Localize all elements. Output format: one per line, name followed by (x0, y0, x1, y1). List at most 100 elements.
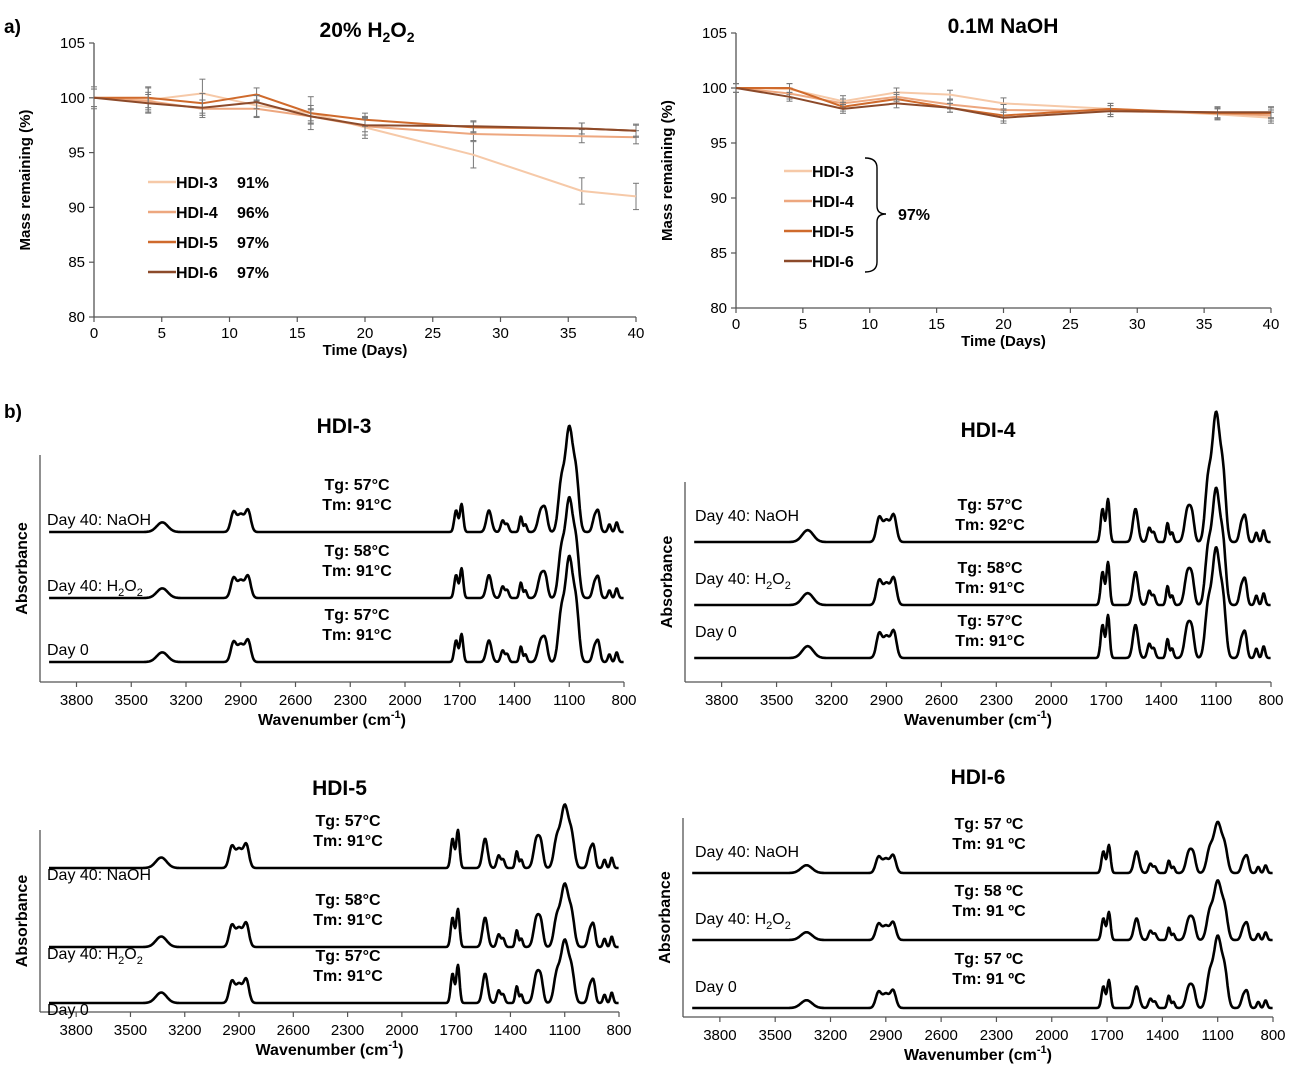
y-tick-label: 90 (710, 190, 727, 207)
trace-label: Day 0 (47, 1002, 89, 1019)
legend-label: HDI-4 (812, 194, 854, 211)
chart-title: 0.1M NaOH (948, 15, 1059, 38)
trace-label: Day 0 (695, 979, 737, 996)
x-tick-label: 1100 (1202, 1027, 1234, 1044)
y-tick-label: 85 (68, 254, 85, 271)
legend-label: HDI-3 (176, 175, 218, 192)
tg-annotation: Tg: 58°C (324, 543, 390, 560)
spectrum-line (691, 879, 1274, 942)
legend: HDI-3 HDI-4 HDI-5 HDI-6 97% (784, 157, 930, 273)
series-HDI-6 (733, 83, 1274, 124)
spectrum-trace: Day 0 Tg: 57°C Tm: 91°C (693, 546, 1272, 660)
x-tick-label: 10 (861, 316, 878, 333)
x-tick-label: 2600 (924, 1027, 957, 1044)
x-tick-label: 35 (560, 325, 577, 342)
chart-title: HDI-6 (951, 766, 1006, 789)
x-tick-label: 3800 (60, 692, 93, 709)
tg-annotation: Tg: 57°C (957, 497, 1023, 514)
trace-label: Day 40: H2O2 (47, 578, 143, 599)
spectrum-line (48, 424, 625, 534)
x-tick-label: 3500 (760, 692, 793, 709)
trace-label-subscript: 2 (766, 920, 772, 932)
trace-label-part: Day 40: H (47, 578, 118, 595)
tg-annotation: Tg: 57°C (957, 613, 1023, 630)
x-tick-label: 800 (1260, 1027, 1285, 1044)
x-tick-label: 5 (158, 325, 166, 342)
trace-label-part: Day 40: H (47, 946, 118, 963)
x-tick-label: 1100 (549, 1022, 581, 1039)
trace-label-subscript: 2 (118, 587, 124, 599)
y-axis-title: Absorbance (14, 875, 31, 968)
tm-annotation: Tm: 91 ºC (952, 903, 1026, 920)
ftir-chart-ftir-hdi-5: HDI-5 Absorbance 3800 3500 3200 2900 2600 2300 2… (14, 777, 632, 1059)
series-HDI-6 (91, 88, 639, 137)
chart-title: 20% H2O2 (320, 19, 415, 45)
spectrum-line (48, 938, 620, 1005)
tg-annotation: Tg: 57°C (315, 813, 381, 830)
title-subscript: 2 (383, 29, 391, 45)
x-tick-label: 30 (492, 325, 509, 342)
spectrum-line (693, 486, 1272, 607)
legend-label: HDI-6 (812, 254, 854, 271)
x-tick-label: 3200 (168, 1022, 201, 1039)
x-tick-label: 20 (995, 316, 1012, 333)
series-line (93, 96, 637, 132)
x-tick-label: 0 (90, 325, 98, 342)
x-tick-label: 5 (799, 316, 807, 333)
x-tick-label: 1100 (553, 692, 585, 709)
trace-label-part: Day 40: NaOH (47, 512, 151, 529)
x-axis-title: Wavenumber (cm-1) (256, 1039, 404, 1059)
trace-label: Day 40: NaOH (695, 508, 799, 525)
spectrum-trace: Day 40: NaOH Tg: 57°C Tm: 91°C (47, 803, 620, 884)
x-axis-title: Time (Days) (323, 342, 408, 359)
x-tick-label: 1700 (443, 692, 476, 709)
trace-label-part: O (124, 946, 136, 963)
spectrum-trace: Day 0 Tg: 57°C Tm: 91°C (47, 554, 625, 664)
x-axis-title-part: ) (1047, 712, 1052, 729)
legend-final-value: 96% (237, 205, 269, 222)
x-tick-label: 3200 (815, 692, 848, 709)
chart-title: HDI-4 (961, 419, 1016, 442)
x-tick-label: 3200 (814, 1027, 847, 1044)
spectrum-line (48, 495, 625, 600)
trace-label-part: Day 40: NaOH (695, 508, 799, 525)
y-tick-label: 100 (60, 90, 85, 107)
x-tick-label: 1400 (1144, 692, 1177, 709)
title-subscript: 2 (407, 29, 415, 45)
tm-annotation: Tm: 91°C (322, 627, 392, 644)
y-axis-title: Mass remaining (%) (659, 100, 676, 241)
legend-brace (864, 157, 887, 273)
x-tick-label: 2300 (331, 1022, 364, 1039)
legend-label: HDI-4 (176, 205, 218, 222)
mass-chart-mass-h2o2: 0 5 10 15 20 25 30 35 40 80 85 90 95 100 105 Time (Days… (17, 19, 644, 359)
x-tick-label: 2000 (1035, 1027, 1068, 1044)
legend-label: HDI-6 (176, 265, 218, 282)
trace-label-part: O (772, 571, 784, 588)
x-tick-label: 2900 (870, 692, 903, 709)
trace-label-subscript: 2 (785, 920, 791, 932)
trace-label: Day 40: NaOH (695, 844, 799, 861)
y-tick-label: 90 (68, 199, 85, 216)
spectrum-trace: Day 40: NaOH Tg: 57°C Tm: 92°C (693, 410, 1272, 544)
trace-label-part: Day 0 (695, 979, 737, 996)
x-axis-title-superscript: -1 (391, 709, 401, 721)
tg-annotation: Tg: 57°C (315, 948, 381, 965)
spectrum-trace: Day 40: H2O2 Tg: 58°C Tm: 91°C (47, 495, 625, 600)
trace-label-part: Day 40: NaOH (695, 844, 799, 861)
x-tick-label: 15 (928, 316, 945, 333)
ftir-chart-ftir-hdi-3: HDI-3 Absorbance 3800 3500 3200 2900 2600 2300 2… (14, 415, 637, 729)
x-tick-label: 2900 (224, 692, 257, 709)
title-part: 20% H (320, 19, 383, 42)
x-tick-label: 30 (1129, 316, 1146, 333)
y-tick-label: 80 (68, 309, 85, 326)
tg-annotation: Tg: 58 ºC (955, 883, 1024, 900)
chart-title: HDI-5 (312, 777, 367, 800)
x-tick-label: 3800 (705, 692, 738, 709)
tm-annotation: Tm: 91°C (322, 497, 392, 514)
spectrum-line (693, 410, 1272, 544)
x-axis-title: Wavenumber (cm-1) (258, 709, 406, 729)
x-tick-label: 1400 (494, 1022, 527, 1039)
trace-label: Day 40: H2O2 (47, 946, 143, 967)
